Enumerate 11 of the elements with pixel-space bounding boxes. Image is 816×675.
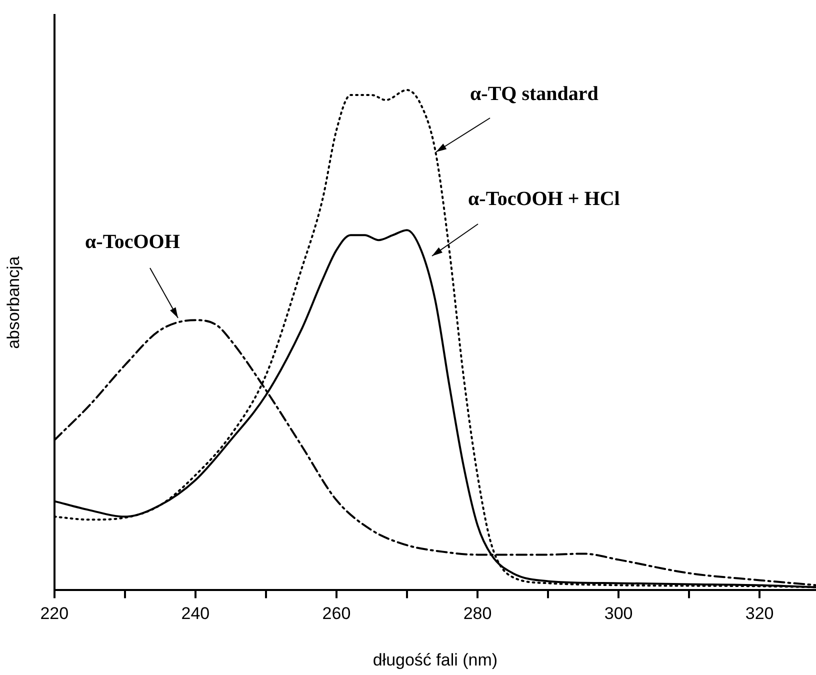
text: α-TQ standard [470,83,598,105]
x-tick-label: 300 [604,604,633,624]
x-tick-label: 280 [463,604,492,624]
text: α-TocOOH [85,231,180,253]
x-tick-label: 240 [181,604,210,624]
x-axis-title: długość fali (nm) [372,650,498,670]
text: α-TocOOH + HCl [468,188,620,210]
x-tick-label: 260 [322,604,351,624]
x-tick-label: 320 [745,604,774,624]
x-tick-label: 220 [40,604,69,624]
y-axis-title: absorbancja [4,256,23,349]
